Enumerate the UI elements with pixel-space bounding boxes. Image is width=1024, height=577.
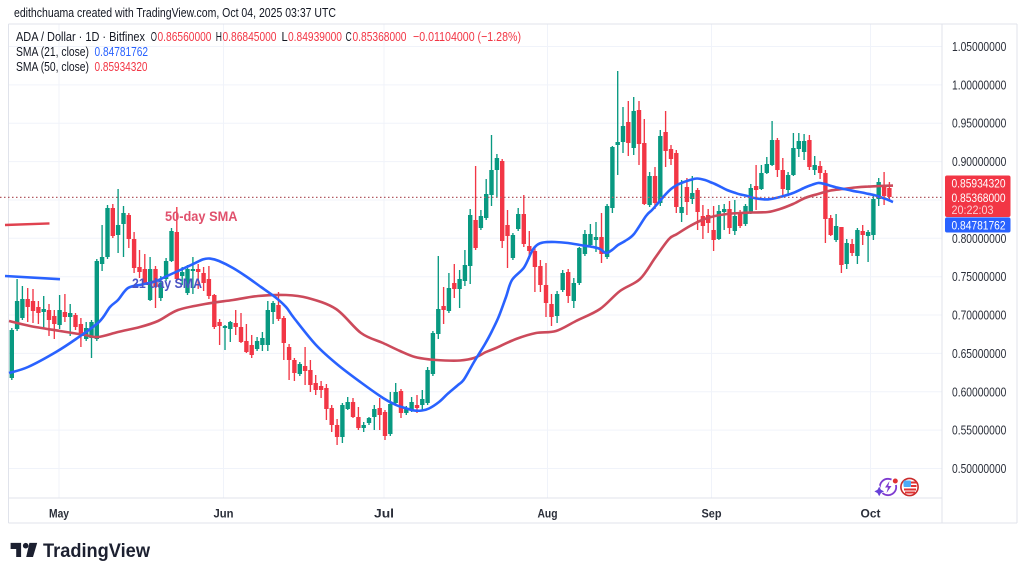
svg-text:0.80000000: 0.80000000 — [952, 231, 1006, 246]
svg-text:0.86560000: 0.86560000 — [158, 29, 212, 44]
svg-text:21-day SMA: 21-day SMA — [132, 276, 202, 291]
svg-text:1.00000000: 1.00000000 — [952, 77, 1006, 92]
svg-text:H: H — [216, 29, 222, 44]
svg-text:0.60000000: 0.60000000 — [952, 384, 1006, 399]
svg-text:L: L — [282, 29, 288, 44]
svg-text:0.85368000: 0.85368000 — [353, 29, 407, 44]
svg-text:SMA (50, close): SMA (50, close) — [16, 59, 89, 74]
svg-text:TradingView: TradingView — [43, 540, 151, 562]
svg-text:ADA / Dollar · 1D · Bitfinex: ADA / Dollar · 1D · Bitfinex — [16, 29, 145, 44]
svg-text:Jun: Jun — [214, 507, 234, 521]
svg-text:May: May — [49, 507, 69, 521]
svg-text:0.84939000: 0.84939000 — [288, 29, 342, 44]
svg-text:0.84781762: 0.84781762 — [952, 219, 1006, 233]
svg-text:−0.01104000 (−1.28%): −0.01104000 (−1.28%) — [413, 29, 521, 44]
svg-text:20:22:03: 20:22:03 — [952, 203, 994, 217]
svg-text:0.90000000: 0.90000000 — [952, 154, 1006, 169]
svg-text:0.75000000: 0.75000000 — [952, 269, 1006, 284]
svg-text:1.05000000: 1.05000000 — [952, 39, 1006, 54]
svg-text:0.55000000: 0.55000000 — [952, 423, 1006, 438]
svg-text:0.84781762: 0.84781762 — [95, 44, 149, 59]
svg-text:0.86845000: 0.86845000 — [223, 29, 277, 44]
svg-text:50-day SMA: 50-day SMA — [165, 209, 238, 224]
svg-text:Sep: Sep — [702, 507, 722, 521]
svg-text:0.85934320: 0.85934320 — [952, 177, 1006, 191]
svg-text:0.85934320: 0.85934320 — [95, 59, 148, 74]
svg-text:C: C — [346, 29, 352, 44]
svg-text:0.85368000: 0.85368000 — [952, 191, 1006, 205]
svg-text:0.70000000: 0.70000000 — [952, 308, 1006, 323]
svg-text:SMA (21, close): SMA (21, close) — [16, 44, 89, 59]
svg-text:0.65000000: 0.65000000 — [952, 346, 1006, 361]
svg-text:O: O — [151, 29, 157, 44]
svg-text:Oct: Oct — [861, 507, 881, 521]
svg-text:edithchuama created with Tradi: edithchuama created with TradingView.com… — [14, 5, 336, 20]
svg-text:Aug: Aug — [538, 507, 558, 521]
svg-text:0.50000000: 0.50000000 — [952, 461, 1006, 476]
svg-text:Jul: Jul — [374, 507, 394, 521]
svg-text:0.95000000: 0.95000000 — [952, 116, 1006, 131]
